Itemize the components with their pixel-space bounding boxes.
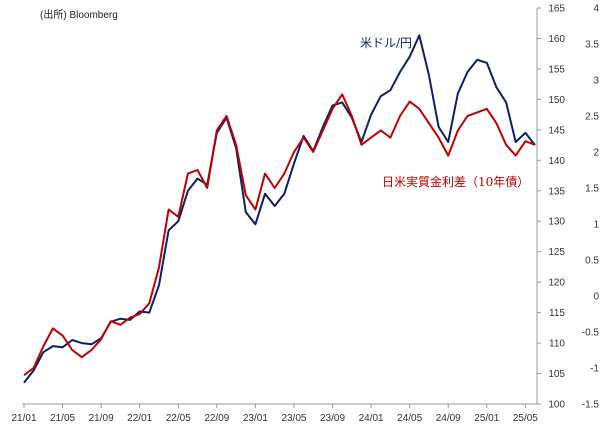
y-left-tick-label: 115 [549,308,565,319]
x-tick-label: 25/05 [513,413,538,424]
y-right-tick-label: 3 [593,76,599,87]
y-left-tick-label: 140 [548,156,565,167]
y-left-tick-label: 130 [548,217,565,228]
y-left-tick-label: 125 [548,247,565,258]
y-left-tick-label: 135 [548,186,565,197]
y-right-tick-label: -1.5 [582,400,600,411]
y-right-tick-label: 2 [593,148,599,159]
x-tick-label: 23/05 [281,413,306,424]
y-right-tick-label: 1 [593,220,599,231]
series-lines [23,34,536,384]
series-line-usd-jpy [23,34,536,384]
x-tick-label: 23/09 [320,413,345,424]
y-right-tick-label: -1 [590,364,599,375]
y-left-tick-label: 165 [548,4,565,15]
y-left-tick-label: 110 [549,339,565,350]
y-left-tick-label: 160 [548,34,565,45]
x-tick-label: 22/01 [127,413,152,424]
x-tick-label: 22/05 [166,413,191,424]
series-line-real-rate-diff [23,93,536,377]
x-tick-label: 21/01 [11,413,36,424]
y-left-tick-label: 105 [548,369,565,380]
x-tick-label: 24/01 [359,413,384,424]
x-tick-label: 23/01 [243,413,268,424]
series-label-real-rate-diff: 日米実質金利差（10年債） [382,174,529,189]
y-right-tick-label: 2.5 [585,112,599,123]
x-tick-label: 24/09 [436,413,461,424]
y-left-tick-label: 150 [548,95,565,106]
x-tick-label: 24/05 [397,413,422,424]
x-tick-label: 25/01 [474,413,499,424]
series-label-usd-jpy: 米ドル/円 [360,36,412,50]
x-tick-label: 22/09 [204,413,229,424]
source-note: (出所) Bloomberg [40,8,118,21]
x-tick-label: 21/09 [89,413,114,424]
y-right-tick-label: 1.5 [585,184,599,195]
y-right-tick-label: 0 [593,292,599,303]
y-right-tick-label: 0.5 [585,256,599,267]
y-right-tick-label: 4 [593,4,599,15]
y-right-tick-label: 3.5 [585,40,599,51]
y-left-tick-label: 155 [548,64,565,75]
y-left-tick-label: 145 [548,125,565,136]
axes: 1001051101151201251301351401451501551601… [11,4,599,425]
y-left-tick-label: 100 [548,400,565,411]
x-tick-label: 21/05 [50,413,75,424]
y-right-tick-label: -0.5 [582,328,600,339]
y-left-tick-label: 120 [548,278,565,289]
